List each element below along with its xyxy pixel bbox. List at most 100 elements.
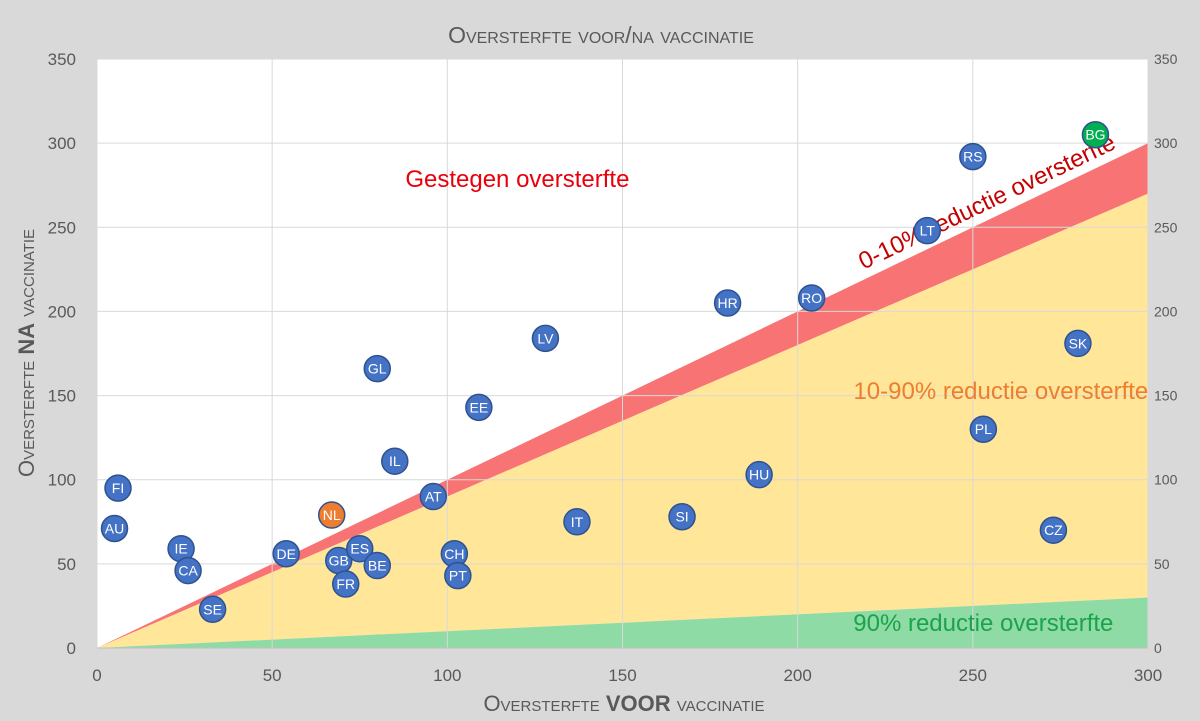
point-marker (381, 447, 409, 475)
point-label: GB (329, 552, 349, 568)
point-marker (563, 508, 591, 536)
point-label: LT (920, 223, 936, 239)
point-label: SI (675, 509, 688, 525)
point-label: PT (449, 568, 467, 584)
point-label: RO (801, 290, 822, 306)
y-tick-label-right: 200 (1154, 303, 1178, 319)
y-tick-label-right: 100 (1154, 472, 1178, 488)
point-label: SK (1069, 335, 1088, 351)
point-marker (745, 460, 773, 489)
point-be: BE (363, 551, 392, 580)
point-it: IT (563, 508, 591, 536)
region-label-0: Gestegen oversterfte (405, 166, 629, 193)
x-tick-label: 250 (959, 666, 987, 685)
point-label: DE (276, 546, 295, 562)
point-si: SI (668, 502, 696, 531)
y-tick-label: 0 (67, 639, 76, 658)
point-ie: IE (167, 534, 195, 563)
y-axis-label-post: vaccinatie (14, 229, 39, 323)
point-cz: CZ (1039, 516, 1068, 544)
x-tick-label: 300 (1134, 666, 1162, 685)
point-marker (363, 551, 392, 580)
point-label: FR (336, 576, 355, 592)
point-marker (1064, 329, 1092, 358)
x-axis-label-pre: Oversterfte (483, 691, 605, 716)
y-tick-label-right: 250 (1154, 219, 1178, 235)
point-marker (913, 216, 942, 245)
point-nl: NL (317, 501, 346, 529)
point-label: NL (323, 507, 341, 523)
y-tick-label: 50 (57, 555, 76, 574)
region-label-3: 90% reductie oversterfte (853, 610, 1113, 637)
region-2 (97, 193, 1148, 648)
point-es: ES (346, 534, 374, 563)
y-axis-label: Oversterfte NA vaccinatie (14, 229, 39, 477)
point-at: AT (419, 482, 448, 511)
point-label: FI (112, 480, 124, 496)
point-pl: PL (969, 415, 998, 443)
point-label: SE (203, 601, 222, 617)
y-tick-label: 200 (48, 302, 76, 321)
x-axis-label-bold: VOOR (606, 691, 671, 716)
point-label: RS (963, 149, 982, 165)
point-hu: HU (745, 460, 773, 489)
point-sk: SK (1064, 329, 1092, 358)
point-marker (531, 324, 560, 353)
point-label: AT (425, 489, 442, 505)
point-fi: FI (104, 474, 132, 502)
chart-title: Oversterfte voor/na vaccinatie (448, 22, 754, 48)
y-tick-label-right: 0 (1154, 640, 1162, 656)
point-se: SE (198, 595, 227, 624)
point-label: EE (470, 399, 489, 415)
point-marker (100, 514, 129, 543)
point-pt: PT (444, 561, 472, 590)
point-au: AU (100, 514, 129, 543)
point-label: GL (368, 361, 387, 377)
y-tick-label-right: 300 (1154, 135, 1178, 151)
point-marker (272, 540, 300, 568)
y-axis-label-pre: Oversterfte (14, 355, 39, 477)
y-tick-label-right: 150 (1154, 388, 1178, 404)
point-bg: BG (1081, 120, 1110, 149)
point-marker (465, 393, 493, 422)
x-tick-label: 200 (783, 666, 811, 685)
point-ch: CH (440, 540, 469, 568)
y-tick-label-right: 350 (1154, 51, 1178, 67)
point-marker (317, 501, 346, 529)
point-label: BG (1085, 127, 1105, 143)
point-fr: FR (331, 570, 360, 598)
point-label: PL (975, 421, 992, 437)
point-gl: GL (363, 354, 392, 383)
point-label: ES (350, 541, 369, 557)
point-label: IE (174, 541, 187, 557)
point-label: HU (749, 467, 769, 483)
x-tick-label: 0 (92, 666, 101, 685)
point-label: BE (368, 558, 387, 574)
point-il: IL (381, 447, 409, 475)
point-hr: HR (713, 289, 742, 317)
point-label: LV (537, 330, 554, 346)
y-tick-label: 250 (48, 218, 76, 237)
point-marker (346, 534, 374, 563)
point-lt: LT (913, 216, 942, 245)
y-tick-label: 150 (48, 387, 76, 406)
point-de: DE (272, 540, 300, 568)
point-label: HR (717, 295, 737, 311)
y-tick-label: 350 (48, 50, 76, 69)
x-axis-label-post: vaccinatie (671, 691, 765, 716)
point-marker (969, 415, 998, 443)
point-lv: LV (531, 324, 560, 353)
x-tick-label: 50 (263, 666, 282, 685)
point-label: IL (389, 453, 401, 469)
point-marker (959, 142, 987, 171)
y-tick-label: 300 (48, 134, 76, 153)
point-marker (331, 570, 360, 598)
y-tick-label: 100 (48, 471, 76, 490)
point-marker (444, 561, 472, 590)
point-marker (104, 474, 132, 502)
point-marker (419, 482, 448, 511)
point-ee: EE (465, 393, 493, 422)
point-label: CA (178, 563, 198, 579)
